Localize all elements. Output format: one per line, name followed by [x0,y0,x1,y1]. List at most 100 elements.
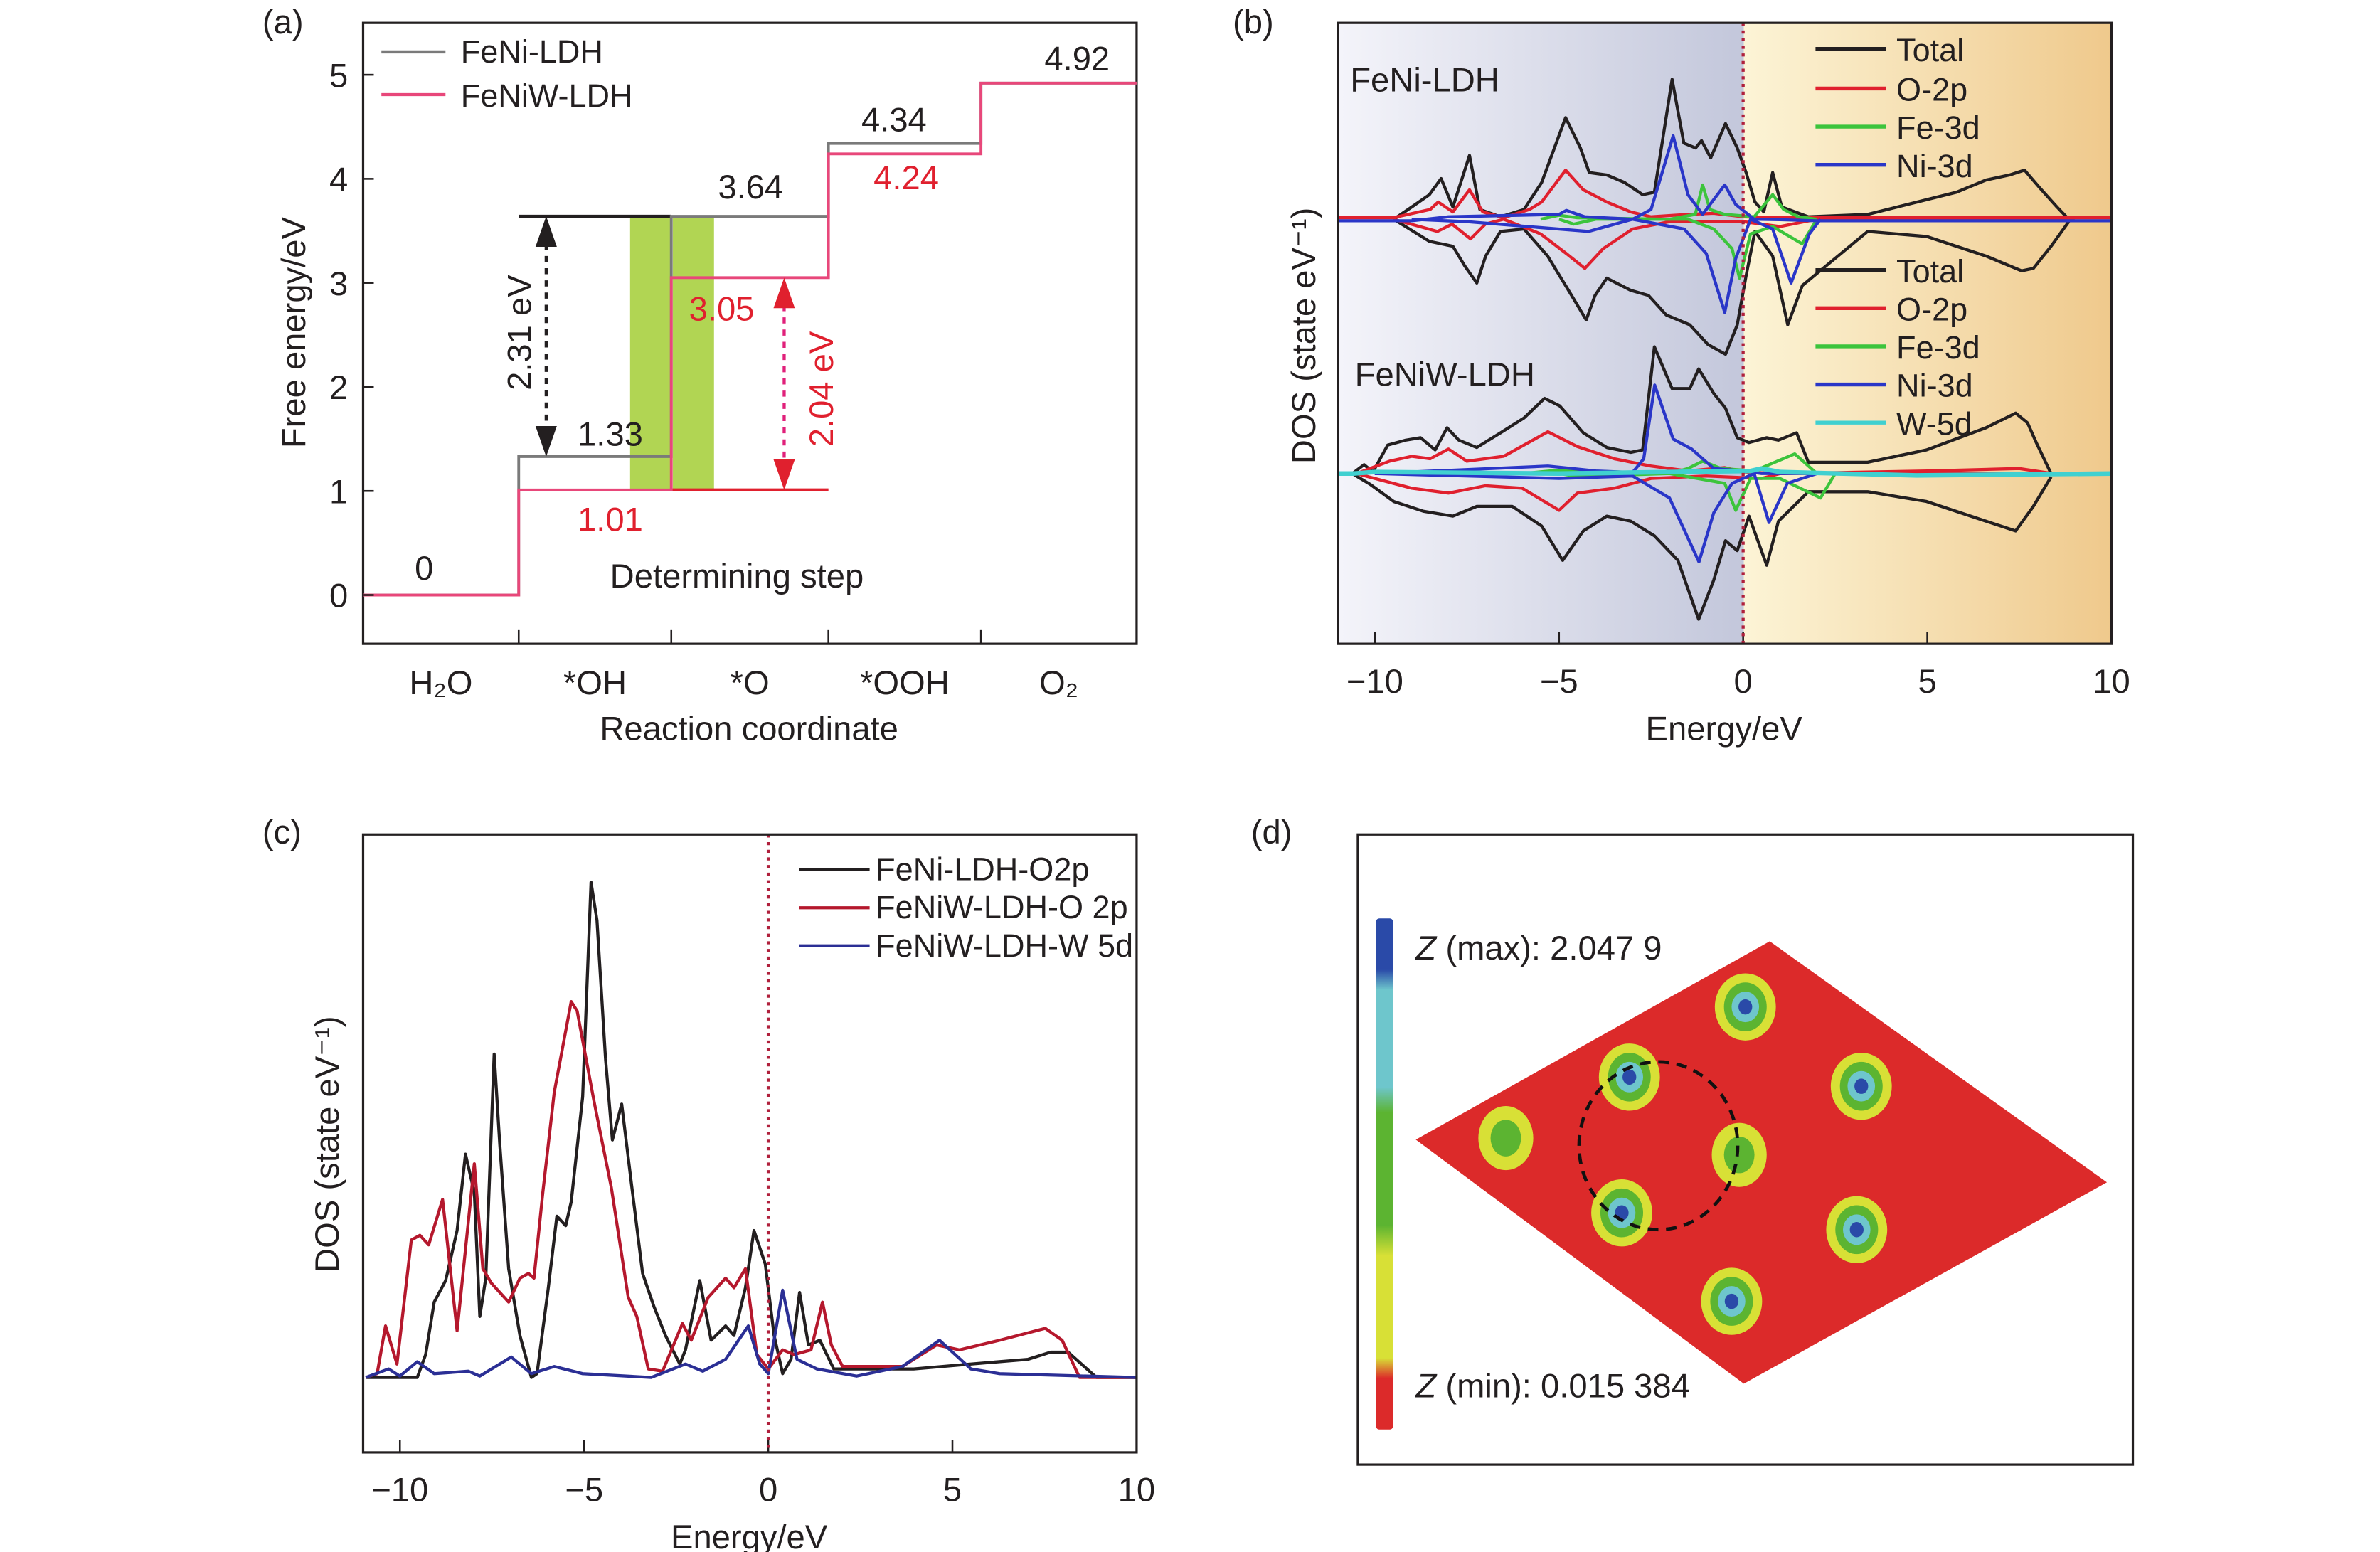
colorbar [1376,918,1393,1430]
panel-label-d: (d) [1251,813,1292,851]
legend-label: Fe-3d [1896,329,1980,366]
data-label-feniw: 3.05 [689,289,755,327]
data-label-feni: 3.64 [718,168,783,206]
charge-density-spot [1830,1052,1892,1120]
group-label-feni: FeNi-LDH [1350,61,1499,99]
legend-label: W-5d [1896,405,1972,442]
dos-curve-feniw-ldh-total-spin-down [1351,472,2053,621]
data-label-feni: 4.92 [1044,40,1110,78]
charge-density-spot [1598,1043,1660,1111]
free-energy-diagram: Free energy/eV Reaction coordinate FeNi-… [275,21,1138,747]
legend-label: Ni-3d [1896,148,1973,184]
panel-label-a: (a) [262,3,304,41]
legend-label: Total [1896,253,1964,289]
charge-density-spot [1478,1106,1534,1171]
plot-frame-a [361,21,1138,645]
x-category-label: *O [731,664,770,701]
y-axis-label-b: DOS (state eV⁻¹) [1285,208,1322,464]
dos-curve-feni-ldh-fe-3d-spin-up [1540,183,1817,221]
x-tick-label: −5 [1540,662,1578,700]
data-label-feni: 4.34 [861,100,927,138]
dos-curve-feni-ldh-fe-3d-spin-down [1558,218,1819,280]
legend-label: FeNi-LDH-O2p [876,851,1089,888]
data-label-feniw: 4.24 [873,159,939,196]
charge-density-map: Z (max): 2.047 9 Z (min): 0.015 384 [1356,833,2135,1466]
step-line-feni [363,81,1137,597]
dos-panel-b: DOS (state eV⁻¹) Energy/eV [1285,21,2113,747]
charge-density-spot [1701,1267,1763,1335]
dos-curve-feniw-ldh-total-spin-up [1351,345,2053,475]
dos-curve-feni-ldh-ni-3d-spin-up [1338,134,2112,223]
dos-panel-c: DOS (state eV⁻¹) Energy/eV [308,833,1138,1552]
x-tick-label: −10 [1346,662,1403,700]
charge-density-spot [1826,1196,1888,1263]
colorbar-max-label: Z (max): 2.047 9 [1415,929,1662,967]
dos-curve-feniw-ldh-w-5d [365,1288,1137,1379]
x-tick-label: 0 [759,1471,777,1509]
x-tick-label: 5 [943,1471,962,1509]
arrow-head-icon [535,426,557,457]
data-label-feni: 1.33 [578,415,643,452]
y-tick-label: 0 [329,577,348,615]
y-tick-label: 3 [329,265,348,302]
charge-density-spot [1591,1179,1652,1247]
unoccupied-region-background [1743,23,2112,644]
legend-label: FeNiW-LDH-W 5d [876,928,1133,964]
group-label-feniw: FeNiW-LDH [1355,356,1535,393]
legend-label: FeNiW-LDH-O 2p [876,889,1127,925]
gap-label-feni: 2.31 eV [500,275,538,390]
z-min-value: (min): 0.015 384 [1436,1367,1690,1405]
x-category-label: H₂O [409,664,472,701]
legend-label: O-2p [1896,291,1967,327]
arrow-head-icon [773,459,795,490]
x-tick-label: 5 [1918,662,1936,700]
dos-curve-feniw-ldh-o-2p [365,999,1137,1379]
plot-frame-b [1337,21,2113,645]
colorbar-min-label: Z (min): 0.015 384 [1415,1367,1689,1405]
panel-label-c: (c) [262,813,302,851]
y-tick-label: 1 [329,472,348,510]
gap-label-feniw: 2.04 eV [802,331,840,447]
dashed-circle-highlight [1577,1060,1740,1232]
dos-curve-feniw-ldh-ni-3d-spin-down [1374,472,1817,564]
arrow-head-icon [535,216,557,247]
y-tick-label: 5 [329,56,348,94]
arrow-head-icon [773,277,795,309]
charge-density-spot [1714,973,1776,1041]
dos-curve-feni-ldh-ni-3d-spin-down [1411,218,1822,314]
dos-curve-feni-ldh-total-spin-down [1393,218,2071,356]
z-symbol: Z [1415,929,1438,967]
panel-label-b: (b) [1233,3,1274,41]
x-tick-label: 10 [2093,662,2130,700]
y-tick-label: 4 [329,161,348,198]
x-tick-label: 10 [1118,1471,1155,1509]
legend-label-feniw: FeNiW-LDH [461,78,633,114]
y-axis-label-c: DOS (state eV⁻¹) [308,1016,346,1272]
y-tick-label: 2 [329,368,348,406]
data-label-feni: 0 [415,549,433,587]
y-axis-label-a: Free energy/eV [275,216,312,448]
determining-step-label: Determining step [610,557,864,595]
x-tick-label: −10 [371,1471,428,1509]
legend-label: O-2p [1896,72,1967,108]
charge-density-spot [1711,1122,1767,1187]
determining-step-band [672,216,714,491]
x-tick-label: 0 [1734,662,1753,700]
data-label-feniw: 1.01 [578,500,643,538]
x-category-label: *OOH [860,664,950,701]
legend-label: Total [1896,32,1964,68]
occupied-region-background [1338,23,1744,644]
determining-step-band [629,216,671,491]
dos-curve-feniw-ldh-w-5d-spin-up [1338,466,2112,478]
x-axis-label-c: Energy/eV [671,1518,828,1552]
x-category-label: O₂ [1039,664,1078,701]
x-axis-label-b: Energy/eV [1646,709,1803,747]
x-category-label: *OH [563,664,627,701]
legend-label-feni: FeNi-LDH [461,33,603,70]
z-symbol: Z [1415,1367,1438,1405]
plot-frame-c [361,833,1138,1454]
z-max-value: (max): 2.047 9 [1436,929,1662,967]
x-tick-label: −5 [565,1471,603,1509]
x-axis-label-a: Reaction coordinate [600,709,898,747]
